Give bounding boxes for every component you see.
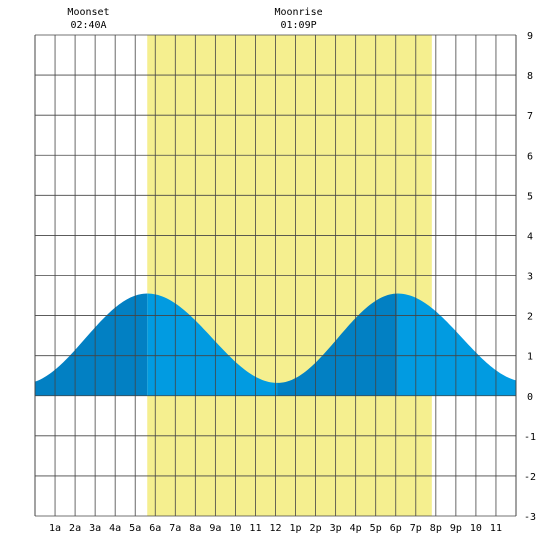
x-tick-label: 12	[269, 523, 281, 534]
grid-layer	[34, 34, 517, 517]
y-tick-label: 6	[527, 151, 533, 162]
x-axis-tick-labels: 1a 2a 3a 4a 5a 6a 7a 8a 9a 10 11 12 1p 2p 3p 4p 5p 6p 7p 8p…	[49, 523, 502, 534]
y-tick-label: 2	[527, 312, 533, 323]
y-tick-label: 9	[527, 31, 533, 42]
tide-rising-segment	[277, 293, 398, 396]
y-tick-label: -1	[524, 432, 536, 443]
moon-event-name: Moonset	[67, 7, 109, 18]
y-tick-label: 0	[527, 392, 533, 403]
x-tick-label: 10	[470, 523, 482, 534]
moon-event-labels: Moonset 02:40A Moonrise 01:09P	[67, 7, 322, 31]
x-tick-label: 2p	[310, 523, 322, 534]
x-tick-label: 8a	[189, 523, 201, 534]
moon-event-time: 01:09P	[280, 20, 316, 31]
x-tick-label: 11	[249, 523, 261, 534]
x-tick-label: 8p	[430, 523, 442, 534]
y-tick-label: 8	[527, 71, 533, 82]
x-tick-label: 11	[490, 523, 502, 534]
y-tick-label: 3	[527, 272, 533, 283]
y-tick-label: 1	[527, 352, 533, 363]
x-tick-label: 9p	[450, 523, 462, 534]
tide-falling-segment	[397, 293, 516, 396]
tide-area-layer	[35, 293, 516, 396]
x-tick-label: 3a	[89, 523, 101, 534]
y-tick-label: 7	[527, 111, 533, 122]
y-axis-tick-labels: -3 -2 -1 0 1 2 3 4 5 6 7 8 9	[524, 31, 536, 523]
x-tick-label: 2a	[69, 523, 81, 534]
x-tick-label: 3p	[330, 523, 342, 534]
x-tick-label: 7p	[410, 523, 422, 534]
x-tick-label: 7a	[169, 523, 181, 534]
x-tick-label: 10	[229, 523, 241, 534]
moon-event-name: Moonrise	[274, 7, 322, 18]
x-tick-label: 9a	[209, 523, 221, 534]
x-tick-label: 1a	[49, 523, 61, 534]
tide-rising-segment	[35, 293, 148, 396]
y-tick-label: 5	[527, 191, 533, 202]
x-tick-label: 1p	[290, 523, 302, 534]
x-tick-label: 6p	[390, 523, 402, 534]
x-tick-label: 4a	[109, 523, 121, 534]
x-tick-label: 6a	[149, 523, 161, 534]
tide-falling-segment	[147, 293, 278, 396]
x-tick-label: 5a	[129, 523, 141, 534]
x-tick-label: 5p	[370, 523, 382, 534]
y-tick-label: 4	[527, 231, 533, 242]
moon-event-time: 02:40A	[70, 20, 106, 31]
y-tick-label: -2	[524, 472, 536, 483]
y-tick-label: -3	[524, 512, 536, 523]
x-tick-label: 4p	[350, 523, 362, 534]
